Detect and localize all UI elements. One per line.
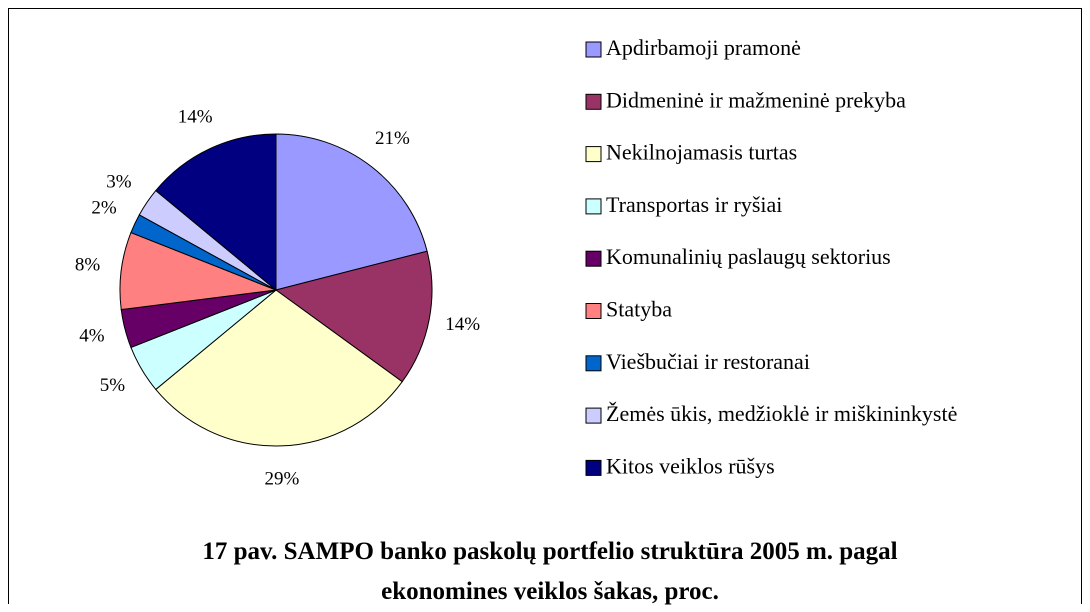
legend-swatch (585, 355, 602, 372)
data-label: 4% (79, 326, 105, 347)
legend-label: Transportas ir ryšiai (606, 192, 782, 217)
pie-slice (274, 250, 433, 383)
pie-slice (155, 133, 277, 292)
data-label: 29% (265, 468, 300, 489)
legend-label: Komunalinių paslaugų sektorius (606, 244, 891, 269)
data-label: 8% (75, 255, 101, 276)
legend-label: Nekilnojamasis turtas (606, 140, 797, 165)
legend-swatch (585, 146, 602, 163)
data-label: 3% (106, 172, 132, 193)
legend-swatch (585, 250, 602, 267)
data-label: 5% (100, 375, 126, 396)
legend-label: Viešbučiai ir restoranai (606, 349, 810, 374)
pie-slice (275, 133, 428, 291)
pie-slice (155, 289, 403, 447)
legend-swatch (585, 41, 602, 58)
legend-swatch (585, 459, 602, 476)
legend-swatch (585, 407, 602, 424)
legend-label: Statyba (606, 297, 672, 322)
frame (8, 8, 1082, 604)
legend-swatch (585, 198, 602, 215)
data-label: 14% (178, 106, 213, 127)
chart-title: 17 pav. SAMPO banko paskolų portfelio st… (202, 538, 898, 605)
legend-swatch (585, 93, 602, 110)
data-label: 21% (375, 128, 410, 149)
legend-label: Apdirbamoji pramonė (606, 35, 801, 60)
legend-swatch (585, 303, 602, 319)
data-label: 2% (91, 197, 117, 218)
legend-label: Žemės ūkis, medžioklė ir miškininkystė (606, 401, 957, 426)
data-label: 14% (445, 314, 480, 335)
legend-label: Didmeninė ir mažmeninė prekyba (606, 87, 906, 112)
legend-label: Kitos veiklos rūšys (606, 453, 775, 478)
